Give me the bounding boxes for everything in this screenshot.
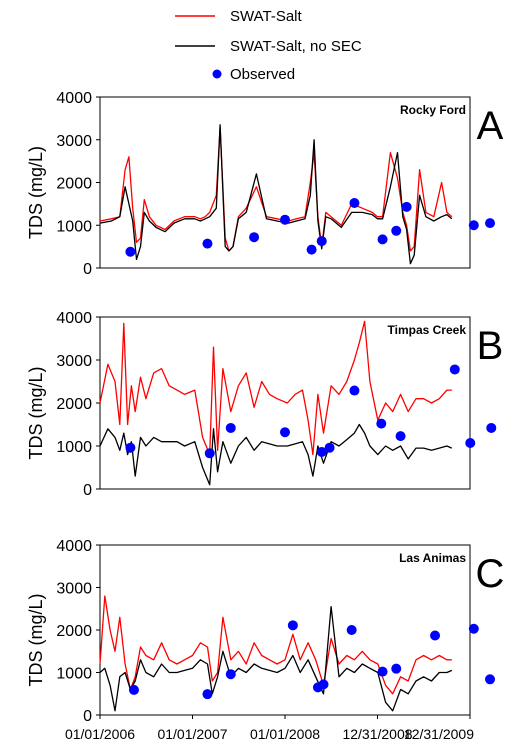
series-line-swat-salt (99, 595, 452, 695)
observed-point (377, 666, 388, 677)
observed-point (349, 198, 360, 209)
observed-point (287, 620, 298, 631)
y-tick-label: 1000 (56, 666, 92, 683)
y-tick-label: 3000 (56, 133, 92, 150)
observed-point (249, 232, 260, 243)
observed-point (306, 244, 317, 255)
observed-point (395, 431, 406, 442)
panel-c: 0 1000 2000 3000 4000 TDS (mg/L) Las Animas C (26, 538, 504, 725)
series-line-swat-salt-no-sec (99, 124, 453, 265)
observed-point (125, 246, 136, 257)
site-label: Las Animas (399, 551, 466, 565)
observed-point (202, 238, 213, 249)
series-line-swat-salt-no-sec (99, 423, 453, 486)
observed-point (449, 364, 460, 375)
observed-point (468, 623, 479, 634)
legend-no-sec-label: SWAT-Salt, no SEC (230, 38, 362, 55)
y-tick-label: 4000 (56, 538, 92, 555)
x-tick-label: 01/01/2007 (157, 726, 227, 742)
legend-item-swat-salt: SWAT-Salt (175, 8, 303, 25)
panel-letter: B (477, 324, 504, 368)
observed-point (465, 437, 476, 448)
panel-letter: C (476, 552, 505, 596)
y-tick-label: 1000 (56, 439, 92, 456)
observed-point (204, 448, 215, 459)
observed-point (346, 625, 357, 635)
observed-point (225, 669, 236, 680)
panel-b: 0 1000 2000 3000 4000 TDS (mg/L) Timpas Creek B (26, 310, 503, 499)
observed-point (318, 679, 329, 690)
y-tick-label: 2000 (56, 176, 92, 193)
series-line-swat-salt-no-sec (99, 605, 453, 712)
observed-point (316, 447, 327, 458)
observed-point (468, 220, 479, 231)
plot-frame-b (99, 316, 471, 490)
observed-point (125, 442, 136, 453)
y-tick-label: 1000 (56, 218, 92, 235)
y-tick-label: 0 (83, 261, 92, 278)
legend-observed-label: Observed (230, 66, 295, 83)
observed-point (377, 234, 388, 245)
observed-point (128, 684, 139, 695)
panel-letter: A (477, 104, 504, 148)
observed-point (401, 201, 412, 212)
y-axis-label: TDS (mg/L) (26, 593, 46, 686)
y-tick-label: 2000 (56, 623, 92, 640)
observed-point (349, 385, 360, 396)
observed-point (280, 214, 290, 225)
observed-point (202, 689, 213, 700)
legend-observed-marker (212, 69, 222, 79)
legend-swat-salt-label: SWAT-Salt (230, 8, 303, 25)
observed-point (485, 218, 496, 229)
y-tick-label: 0 (83, 482, 92, 499)
y-tick-label: 3000 (56, 353, 92, 370)
legend: SWAT-Salt SWAT-Salt, no SEC Observed (175, 8, 362, 83)
observed-point (316, 236, 327, 247)
x-tick-label: 12/31/2008 (342, 726, 412, 742)
observed-point (486, 422, 497, 433)
x-tick-label: 01/01/2008 (250, 726, 320, 742)
observed-point (324, 442, 335, 453)
site-label: Rocky Ford (400, 103, 466, 117)
observed-point (376, 418, 387, 429)
x-tick-label: 12/31/2009 (404, 726, 474, 742)
y-tick-label: 0 (83, 708, 92, 725)
plot-frame-c (99, 544, 471, 716)
y-axis-label: TDS (mg/L) (26, 366, 46, 459)
panel-a: 0 1000 2000 3000 4000 TDS (mg/L) Rocky Ford A (26, 90, 504, 278)
y-tick-label: 2000 (56, 396, 92, 413)
x-axis-tick-labels: 01/01/2006 01/01/2007 01/01/2008 12/31/2008… (65, 715, 474, 742)
legend-item-no-sec: SWAT-Salt, no SEC (175, 38, 362, 55)
observed-point (430, 630, 441, 641)
series-line-swat-salt (99, 320, 452, 456)
observed-point (485, 674, 496, 685)
y-tick-label: 3000 (56, 581, 92, 598)
observed-point (225, 422, 236, 433)
observed-point (391, 225, 402, 236)
y-tick-label: 4000 (56, 90, 92, 107)
y-tick-label: 4000 (56, 310, 92, 327)
legend-item-observed: Observed (212, 66, 295, 83)
observed-point (391, 663, 402, 674)
y-axis-label: TDS (mg/L) (26, 146, 46, 239)
site-label: Timpas Creek (388, 323, 467, 337)
observed-point (280, 427, 290, 438)
x-tick-label: 01/01/2006 (65, 726, 135, 742)
